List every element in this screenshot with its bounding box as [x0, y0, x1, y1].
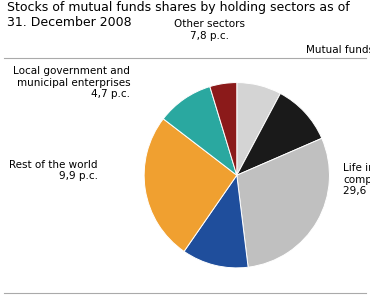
Wedge shape [237, 94, 322, 175]
Wedge shape [163, 86, 237, 175]
Wedge shape [144, 119, 237, 251]
Text: Other sectors
7,8 p.c.: Other sectors 7,8 p.c. [174, 19, 245, 41]
Text: Life insurance
companies
29,6 p.c.: Life insurance companies 29,6 p.c. [343, 163, 370, 196]
Text: Rest of the world
9,9 p.c.: Rest of the world 9,9 p.c. [9, 160, 98, 181]
Wedge shape [237, 138, 329, 267]
Wedge shape [184, 175, 248, 268]
Text: Mutual funds 10,7 p.c.: Mutual funds 10,7 p.c. [306, 45, 370, 55]
Wedge shape [237, 83, 280, 175]
Text: Stocks of mutual funds shares by holding sectors as of
31. December 2008: Stocks of mutual funds shares by holding… [7, 1, 350, 29]
Text: Local government and
municipal enterprises
4,7 p.c.: Local government and municipal enterpris… [13, 66, 130, 99]
Wedge shape [210, 83, 237, 175]
